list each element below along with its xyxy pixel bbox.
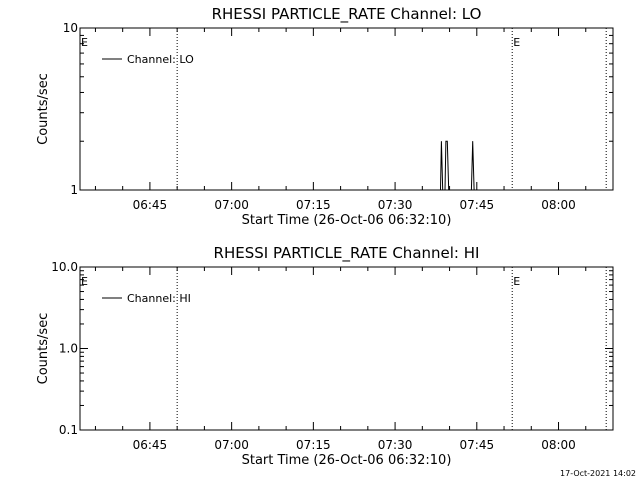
x-axis-label: Start Time (26-Oct-06 06:32:10) xyxy=(242,453,452,468)
legend-label: Channel: LO xyxy=(127,53,194,66)
event-flag: E xyxy=(513,275,520,288)
x-tick-label: 06:45 xyxy=(133,198,168,212)
legend-label: Channel: HI xyxy=(127,292,191,305)
event-flag: E xyxy=(81,36,88,49)
x-tick-label: 07:30 xyxy=(378,438,413,452)
y-axis-label: Counts/sec xyxy=(36,313,51,385)
x-tick-label: 08:00 xyxy=(541,198,576,212)
x-axis-label: Start Time (26-Oct-06 06:32:10) xyxy=(242,213,452,228)
chart-panel-0: RHESSI PARTICLE_RATE Channel: LO 1 10 06:45… xyxy=(36,5,614,228)
chart-panel-1: RHESSI PARTICLE_RATE Channel: HI 0.1 1.0 10… xyxy=(36,244,614,468)
x-tick-label: 07:15 xyxy=(296,438,331,452)
event-flag: E xyxy=(513,36,520,49)
chart-title: RHESSI PARTICLE_RATE Channel: HI xyxy=(214,244,480,263)
y-tick-label: 1.0 xyxy=(59,342,78,356)
x-tick-label: 08:00 xyxy=(541,438,576,452)
event-flag: E xyxy=(81,275,88,288)
footer-timestamp: 17-Oct-2021 14:02 xyxy=(560,469,636,478)
y-tick-label: 1 xyxy=(70,183,78,197)
x-tick-label: 07:00 xyxy=(214,198,249,212)
y-tick-label: 10 xyxy=(63,21,78,35)
x-tick-label: 07:15 xyxy=(296,198,331,212)
chart-title: RHESSI PARTICLE_RATE Channel: LO xyxy=(212,5,482,24)
y-tick-label: 10.0 xyxy=(51,260,78,274)
x-tick-label: 07:30 xyxy=(378,198,413,212)
x-tick-label: 07:00 xyxy=(214,438,249,452)
x-tick-label: 07:45 xyxy=(460,438,495,452)
x-tick-label: 07:45 xyxy=(460,198,495,212)
x-tick-label: 06:45 xyxy=(133,438,168,452)
series-line xyxy=(440,140,475,191)
y-axis-label: Counts/sec xyxy=(36,73,51,145)
plot-frame xyxy=(79,27,614,191)
y-tick-label: 0.1 xyxy=(59,423,78,437)
